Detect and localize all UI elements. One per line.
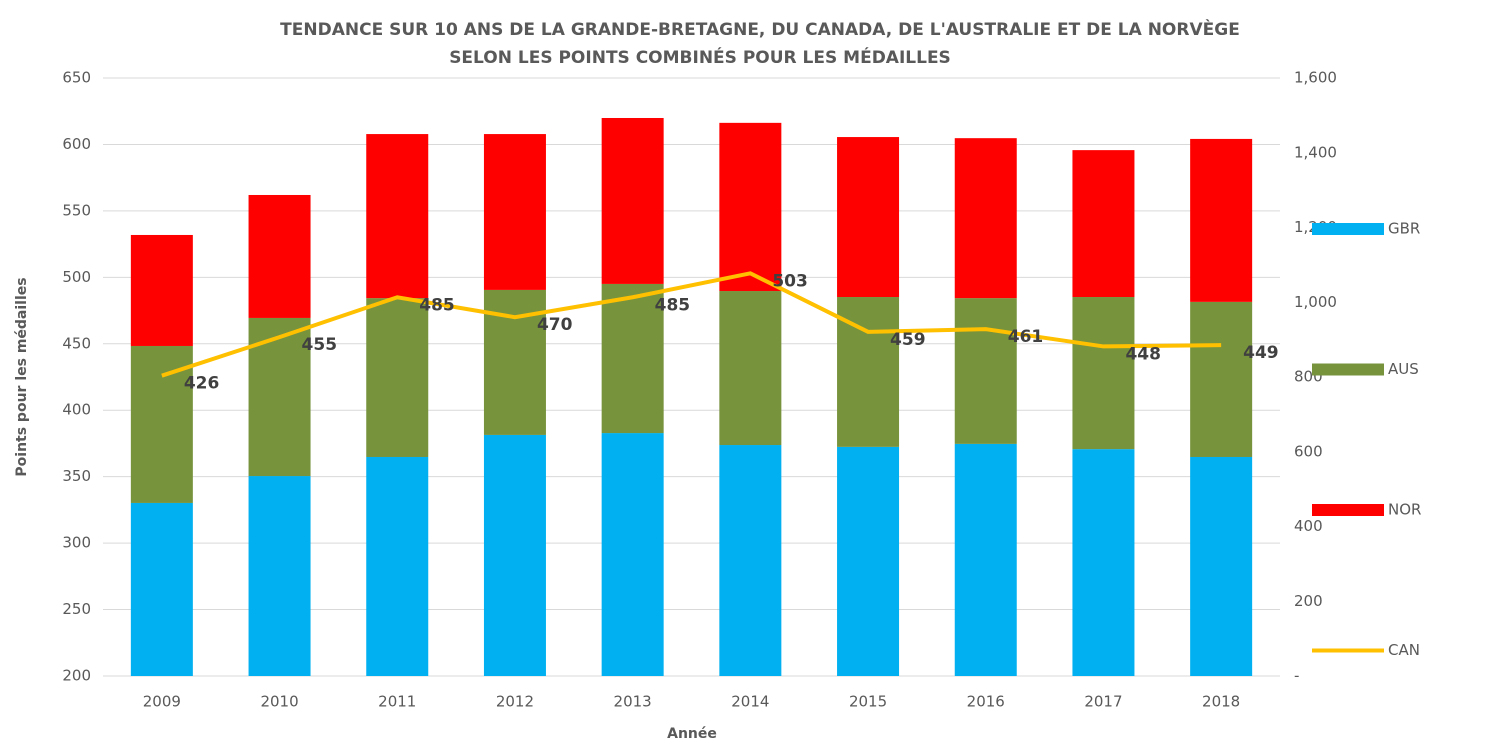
bar: [837, 137, 900, 298]
bar: [130, 234, 193, 346]
y-tick-label: 400: [62, 401, 91, 419]
data-label: 503: [772, 271, 808, 291]
x-tick-label: 2012: [496, 693, 534, 711]
data-label: 448: [1125, 344, 1161, 364]
bar: [366, 298, 429, 457]
bar: [719, 122, 782, 292]
bar: [601, 117, 664, 284]
bar: [248, 476, 311, 676]
y-tick-label: 450: [62, 334, 91, 352]
bar: [601, 433, 664, 676]
bar: [366, 134, 429, 299]
x-tick-label: 2010: [260, 693, 298, 711]
y-tick-label: 650: [62, 69, 91, 87]
x-tick-label: 2015: [849, 693, 887, 711]
y-tick-label: 200: [62, 667, 91, 685]
x-tick-label: 2016: [967, 693, 1005, 711]
chart-title: TENDANCE SUR 10 ANS DE LA GRANDE-BRETAGN…: [280, 18, 1240, 40]
bar: [954, 138, 1017, 299]
bar: [1072, 297, 1135, 450]
data-label: 470: [537, 315, 573, 335]
bar: [366, 456, 429, 676]
data-label: 485: [419, 295, 455, 315]
bar: [1190, 301, 1253, 457]
x-tick-label: 2009: [143, 693, 181, 711]
bar: [130, 502, 193, 676]
bar: [1190, 138, 1253, 302]
bar: [1072, 449, 1135, 676]
x-tick-label: 2014: [731, 693, 769, 711]
x-tick-label: 2018: [1202, 693, 1240, 711]
y2-tick-label: 1,000: [1294, 293, 1337, 311]
y-tick-label: 500: [62, 268, 91, 286]
bar: [130, 345, 193, 503]
chart-title: SELON LES POINTS COMBINÉS POUR LES MÉDAI…: [449, 46, 951, 68]
y-tick-label: 550: [62, 201, 91, 219]
data-label: 485: [655, 295, 691, 315]
y-tick-label: 300: [62, 534, 91, 552]
bar: [954, 298, 1017, 444]
bar: [601, 283, 664, 434]
y2-tick-label: 200: [1294, 592, 1323, 610]
data-label: 449: [1243, 343, 1279, 363]
legend-label: CAN: [1388, 641, 1420, 659]
legend-label: GBR: [1388, 220, 1420, 238]
line: [161, 271, 1222, 378]
y2-tick-label: 1,600: [1294, 69, 1337, 87]
legend-swatch: [1312, 363, 1384, 376]
bar: [483, 134, 546, 290]
legend-swatch: [1312, 223, 1384, 235]
bar: [483, 434, 546, 676]
y2-tick-label: 400: [1294, 517, 1323, 535]
data-label: 459: [890, 330, 926, 350]
x-tick-label: 2017: [1084, 693, 1122, 711]
y-tick-label: 600: [62, 135, 91, 153]
x-axis-title: Année: [667, 726, 717, 742]
bar: [248, 194, 311, 318]
data-label: 426: [184, 374, 220, 394]
y-tick-label: 350: [62, 467, 91, 485]
y-tick-label: 250: [62, 600, 91, 618]
bar: [719, 291, 782, 446]
bar: [1190, 456, 1253, 676]
bar: [954, 443, 1017, 676]
y2-tick-label: 1,400: [1294, 143, 1337, 161]
data-label: 461: [1008, 327, 1044, 347]
bar: [1072, 150, 1135, 298]
x-tick-label: 2011: [378, 693, 416, 711]
y2-tick-label: -: [1294, 667, 1299, 685]
y2-tick-label: 600: [1294, 442, 1323, 460]
data-label: 455: [302, 335, 338, 355]
legend-swatch: [1312, 504, 1384, 516]
bar: [837, 446, 900, 676]
legend-label: AUS: [1388, 360, 1419, 378]
legend-label: NOR: [1388, 501, 1421, 519]
bar: [719, 445, 782, 676]
x-tick-label: 2013: [614, 693, 652, 711]
y-axis-title: Points pour les médailles: [14, 277, 30, 476]
